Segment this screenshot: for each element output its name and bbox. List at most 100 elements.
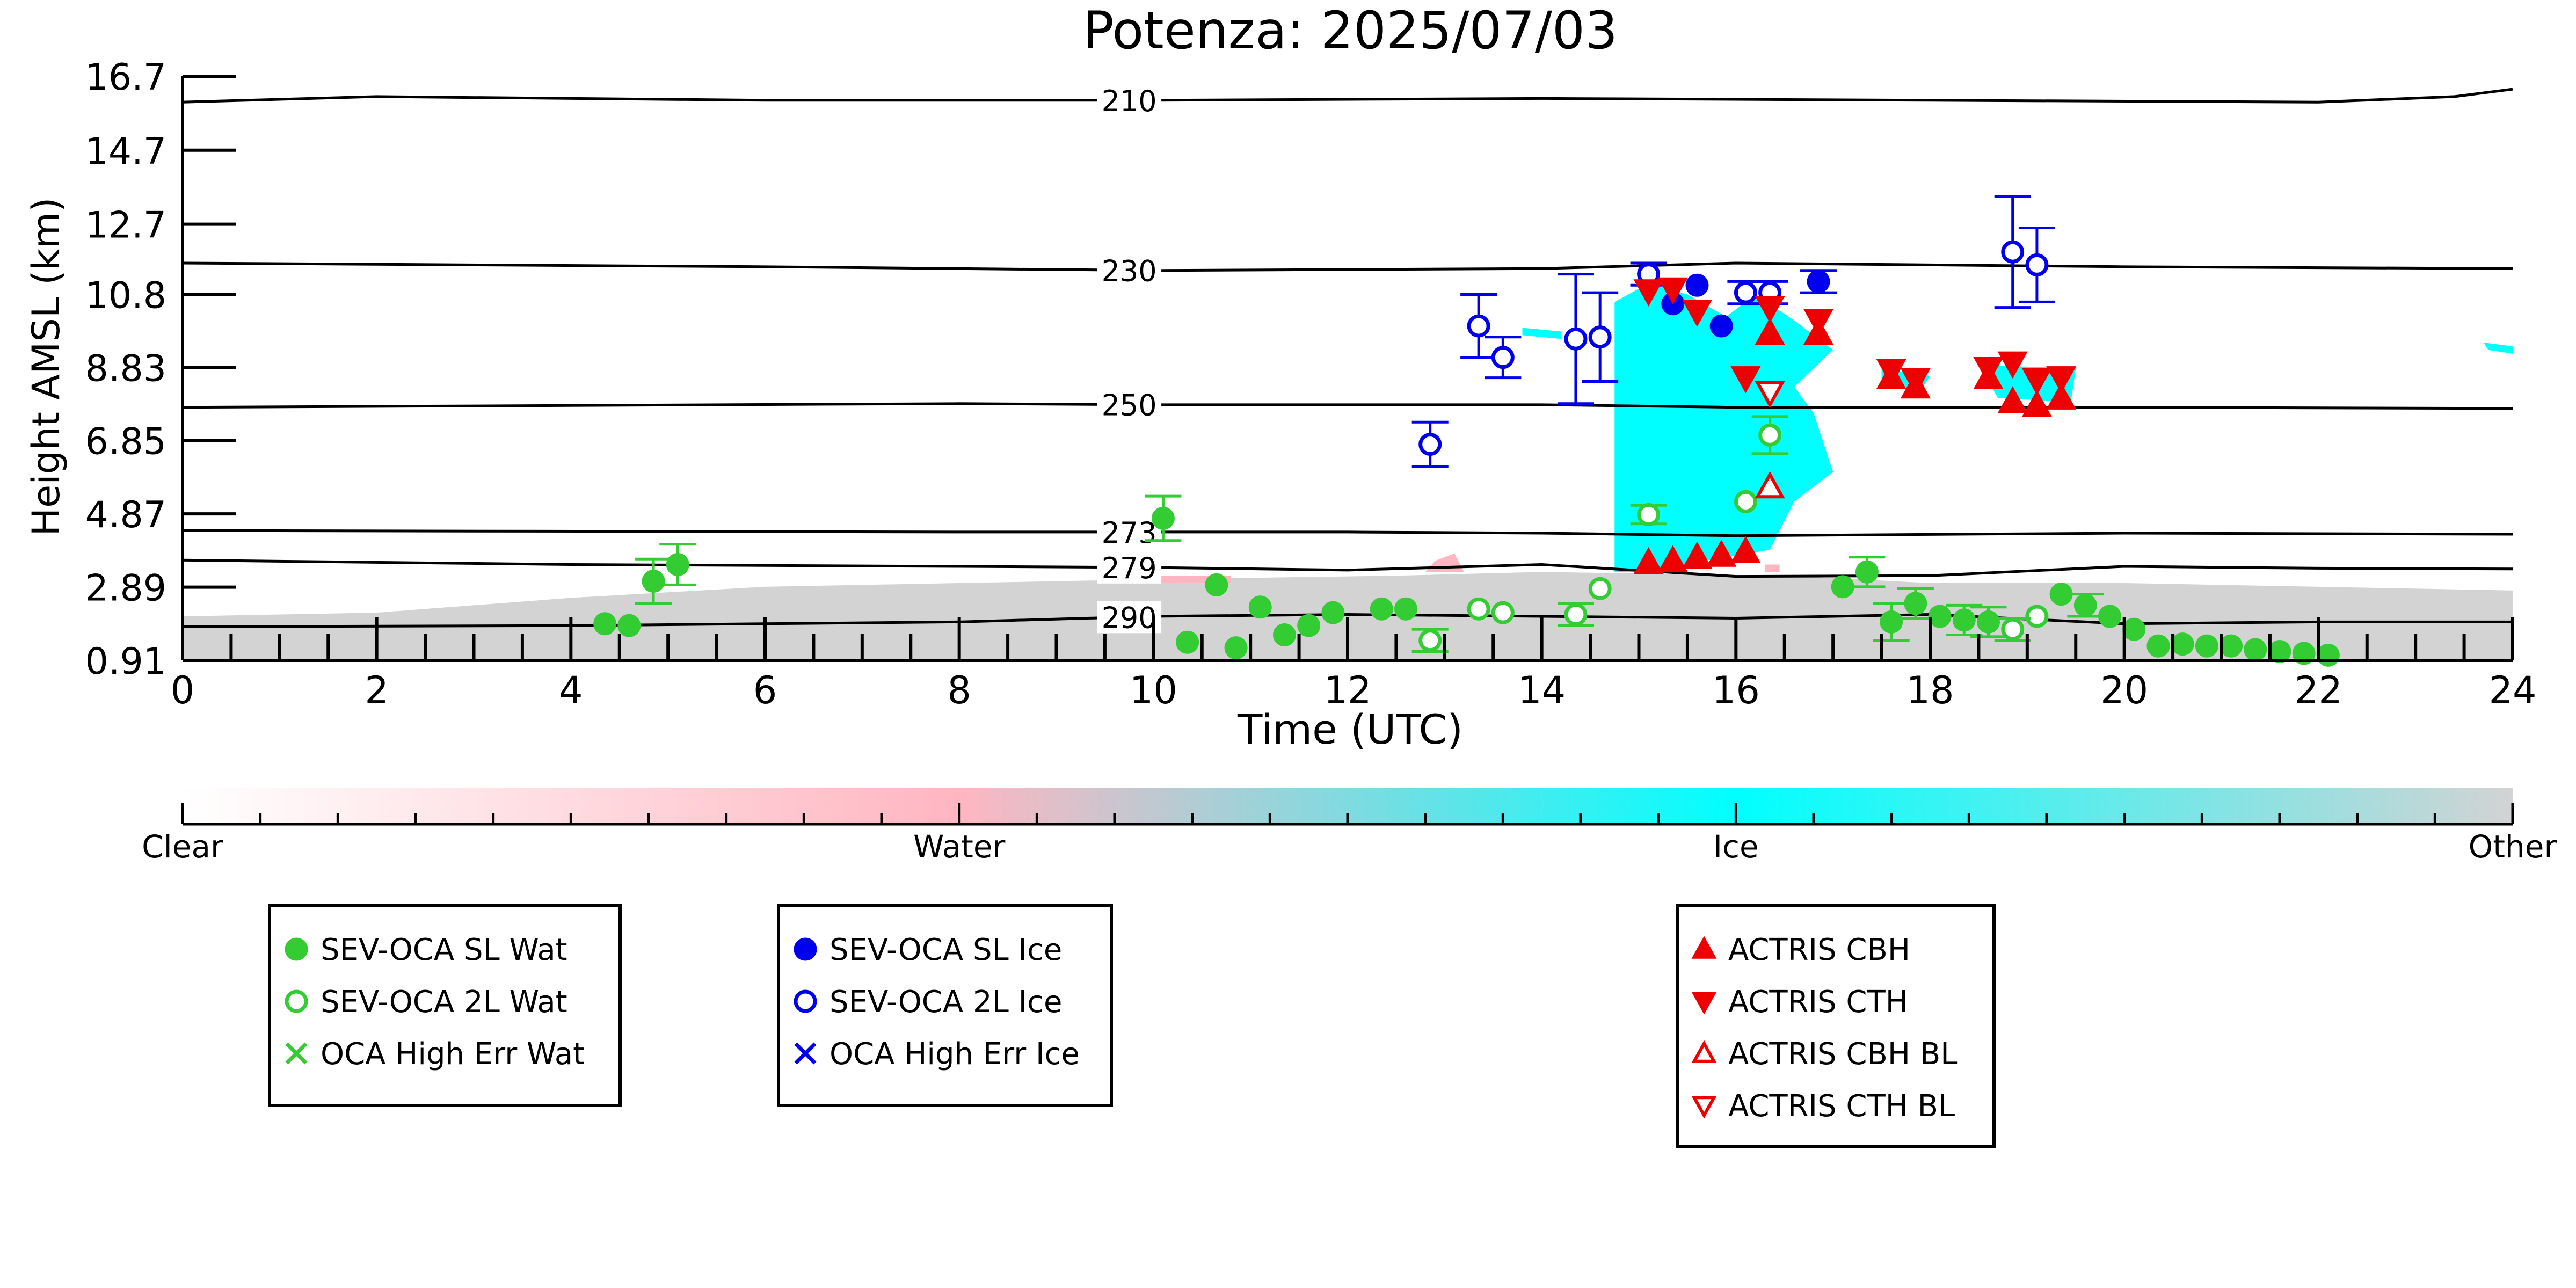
point-actris-cth [1633, 279, 1664, 307]
legend-marker-sev-oca-sl-wat [285, 937, 308, 961]
point-sev-oca-sl-wat [1370, 597, 1393, 621]
point-actris-cth [1973, 356, 2004, 384]
legend-label-actris-cbh-bl: ACTRIS CBH BL [1728, 1037, 1957, 1072]
curtain-region-ice [1614, 283, 1833, 572]
legend-marker-actris-cbh-bl [1691, 1040, 1717, 1063]
curtain-region-ice [2483, 343, 2513, 354]
point-actris-cth [1730, 366, 1761, 394]
colorbar-label: Water [913, 828, 1006, 865]
point-sev-oca-2l-wat [1637, 503, 1661, 527]
legend-label-actris-cth-bl: ACTRIS CTH BL [1728, 1089, 1955, 1124]
legend-label-actris-cbh: ACTRIS CBH [1728, 933, 1910, 967]
legend-marker-sev-oca-2l-wat [285, 989, 308, 1013]
x-tick-label: 20 [2100, 668, 2148, 712]
legend-label-sev-oca-2l-wat: SEV-OCA 2L Wat [321, 985, 567, 1020]
point-sev-oca-2l-wat [1418, 629, 1442, 652]
point-sev-oca-sl-wat [2195, 634, 2218, 658]
isotherm-label-bg [1097, 601, 1162, 634]
isotherm-label: 290 [1102, 601, 1157, 635]
legend-label-oca-high-err-ice: OCA High Err Ice [829, 1037, 1080, 1072]
legend-frame [777, 904, 1113, 1107]
point-sev-oca-sl-wat [1855, 560, 1879, 584]
marker-layer [593, 195, 2340, 667]
point-sev-oca-sl-wat [1904, 592, 1927, 615]
y-tick-label: 12.7 [85, 205, 166, 247]
point-sev-oca-2l-ice [1418, 433, 1442, 456]
x-tick-label: 4 [559, 668, 583, 712]
legend-box: ACTRIS CBH ACTRIS CTH ACTRIS CBH BL ACTRIS … [1676, 904, 1996, 1148]
legend-box: SEV-OCA SL Ice SEV-OCA 2L Ice OCA High Err… [777, 904, 1113, 1107]
isotherm-label-bg [1097, 388, 1162, 421]
colorbar-label: Other [2469, 828, 2557, 865]
point-sev-oca-sl-wat [1205, 573, 1228, 596]
point-sev-oca-2l-ice [2025, 253, 2049, 276]
point-sev-oca-sl-wat [1952, 608, 1976, 632]
isotherm-line [182, 529, 2513, 537]
point-sev-oca-2l-wat [1588, 577, 1612, 600]
point-actris-cbh [2046, 382, 2077, 410]
point-sev-oca-sl-wat [1272, 623, 1296, 646]
chart-title: Potenza: 2025/07/03 [1083, 1, 1618, 61]
isotherm-label: 250 [1102, 389, 1157, 423]
point-sev-oca-sl-wat [1248, 595, 1272, 619]
legend-layer: SEV-OCA SL Wat SEV-OCA 2L Wat OCA High Err… [268, 904, 1996, 1148]
x-tick-label: 24 [2488, 668, 2536, 712]
legend-frame [268, 904, 622, 1107]
legend-marker-actris-cbh [1691, 936, 1717, 959]
curtain-region-ice [1522, 328, 1561, 339]
curtain-layer [183, 283, 2513, 660]
y-tick-label: 0.91 [85, 641, 166, 683]
legend-label-sev-oca-sl-ice: SEV-OCA SL Ice [829, 933, 1062, 967]
legend-frame [1676, 904, 1996, 1148]
isotherm-label: 273 [1102, 516, 1157, 550]
point-sev-oca-2l-ice [1588, 325, 1612, 349]
y-tick-label: 14.7 [85, 130, 166, 173]
point-sev-oca-2l-wat [1734, 490, 1757, 513]
point-actris-cth [2046, 366, 2077, 394]
point-sev-oca-sl-wat [1151, 506, 1175, 530]
x-tick-label: 22 [2295, 668, 2342, 712]
x-tick-label: 14 [1518, 668, 1566, 712]
point-sev-oca-sl-ice [1685, 273, 1709, 297]
point-actris-cbh [1682, 541, 1713, 569]
legend-marker-sev-oca-sl-ice [794, 937, 817, 961]
point-sev-oca-sl-wat [2244, 638, 2267, 661]
point-sev-oca-sl-wat [1176, 630, 1199, 654]
point-actris-cbh [1755, 317, 1785, 345]
point-actris-cth [1803, 309, 1834, 336]
point-sev-oca-sl-wat [2122, 617, 2146, 641]
point-sev-oca-sl-wat [1880, 610, 1903, 634]
colorbar: Clear Water Ice Other [142, 788, 2557, 865]
isotherm-label: 279 [1102, 551, 1157, 585]
point-sev-oca-sl-wat [642, 570, 665, 593]
y-tick-label: 8.83 [85, 347, 166, 390]
legend-marker-sev-oca-2l-ice [794, 989, 817, 1013]
point-actris-cbh [1730, 536, 1761, 563]
point-actris-cth [1682, 300, 1713, 327]
point-actris-cbh [1657, 545, 1688, 573]
point-actris-cbh [2021, 390, 2053, 417]
isotherm-label-bg [1097, 254, 1162, 287]
isotherm-line [182, 88, 2513, 104]
point-actris-cbh [1997, 386, 2028, 413]
point-actris-cth [2021, 368, 2053, 396]
point-sev-oca-2l-wat [1758, 423, 1782, 447]
legend-label-sev-oca-sl-wat: SEV-OCA SL Wat [321, 933, 567, 967]
point-actris-cth [1876, 359, 1906, 386]
isotherm-line [182, 558, 2513, 578]
point-sev-oca-sl-wat [1394, 597, 1417, 621]
x-tick-label: 16 [1712, 668, 1760, 712]
point-actris-cbh [1706, 540, 1737, 567]
point-sev-oca-2l-wat [1467, 597, 1490, 621]
x-tick-label: 12 [1323, 668, 1371, 712]
point-sev-oca-sl-wat [2268, 639, 2291, 663]
point-sev-oca-2l-ice [2001, 240, 2025, 264]
point-sev-oca-2l-wat [1491, 601, 1515, 624]
curtain-region-water [1425, 553, 1464, 572]
x-tick-label: 10 [1130, 668, 1177, 712]
isotherm-label: 210 [1102, 84, 1157, 118]
isotherm-line [182, 613, 2513, 628]
point-sev-oca-sl-wat [1297, 614, 1321, 637]
